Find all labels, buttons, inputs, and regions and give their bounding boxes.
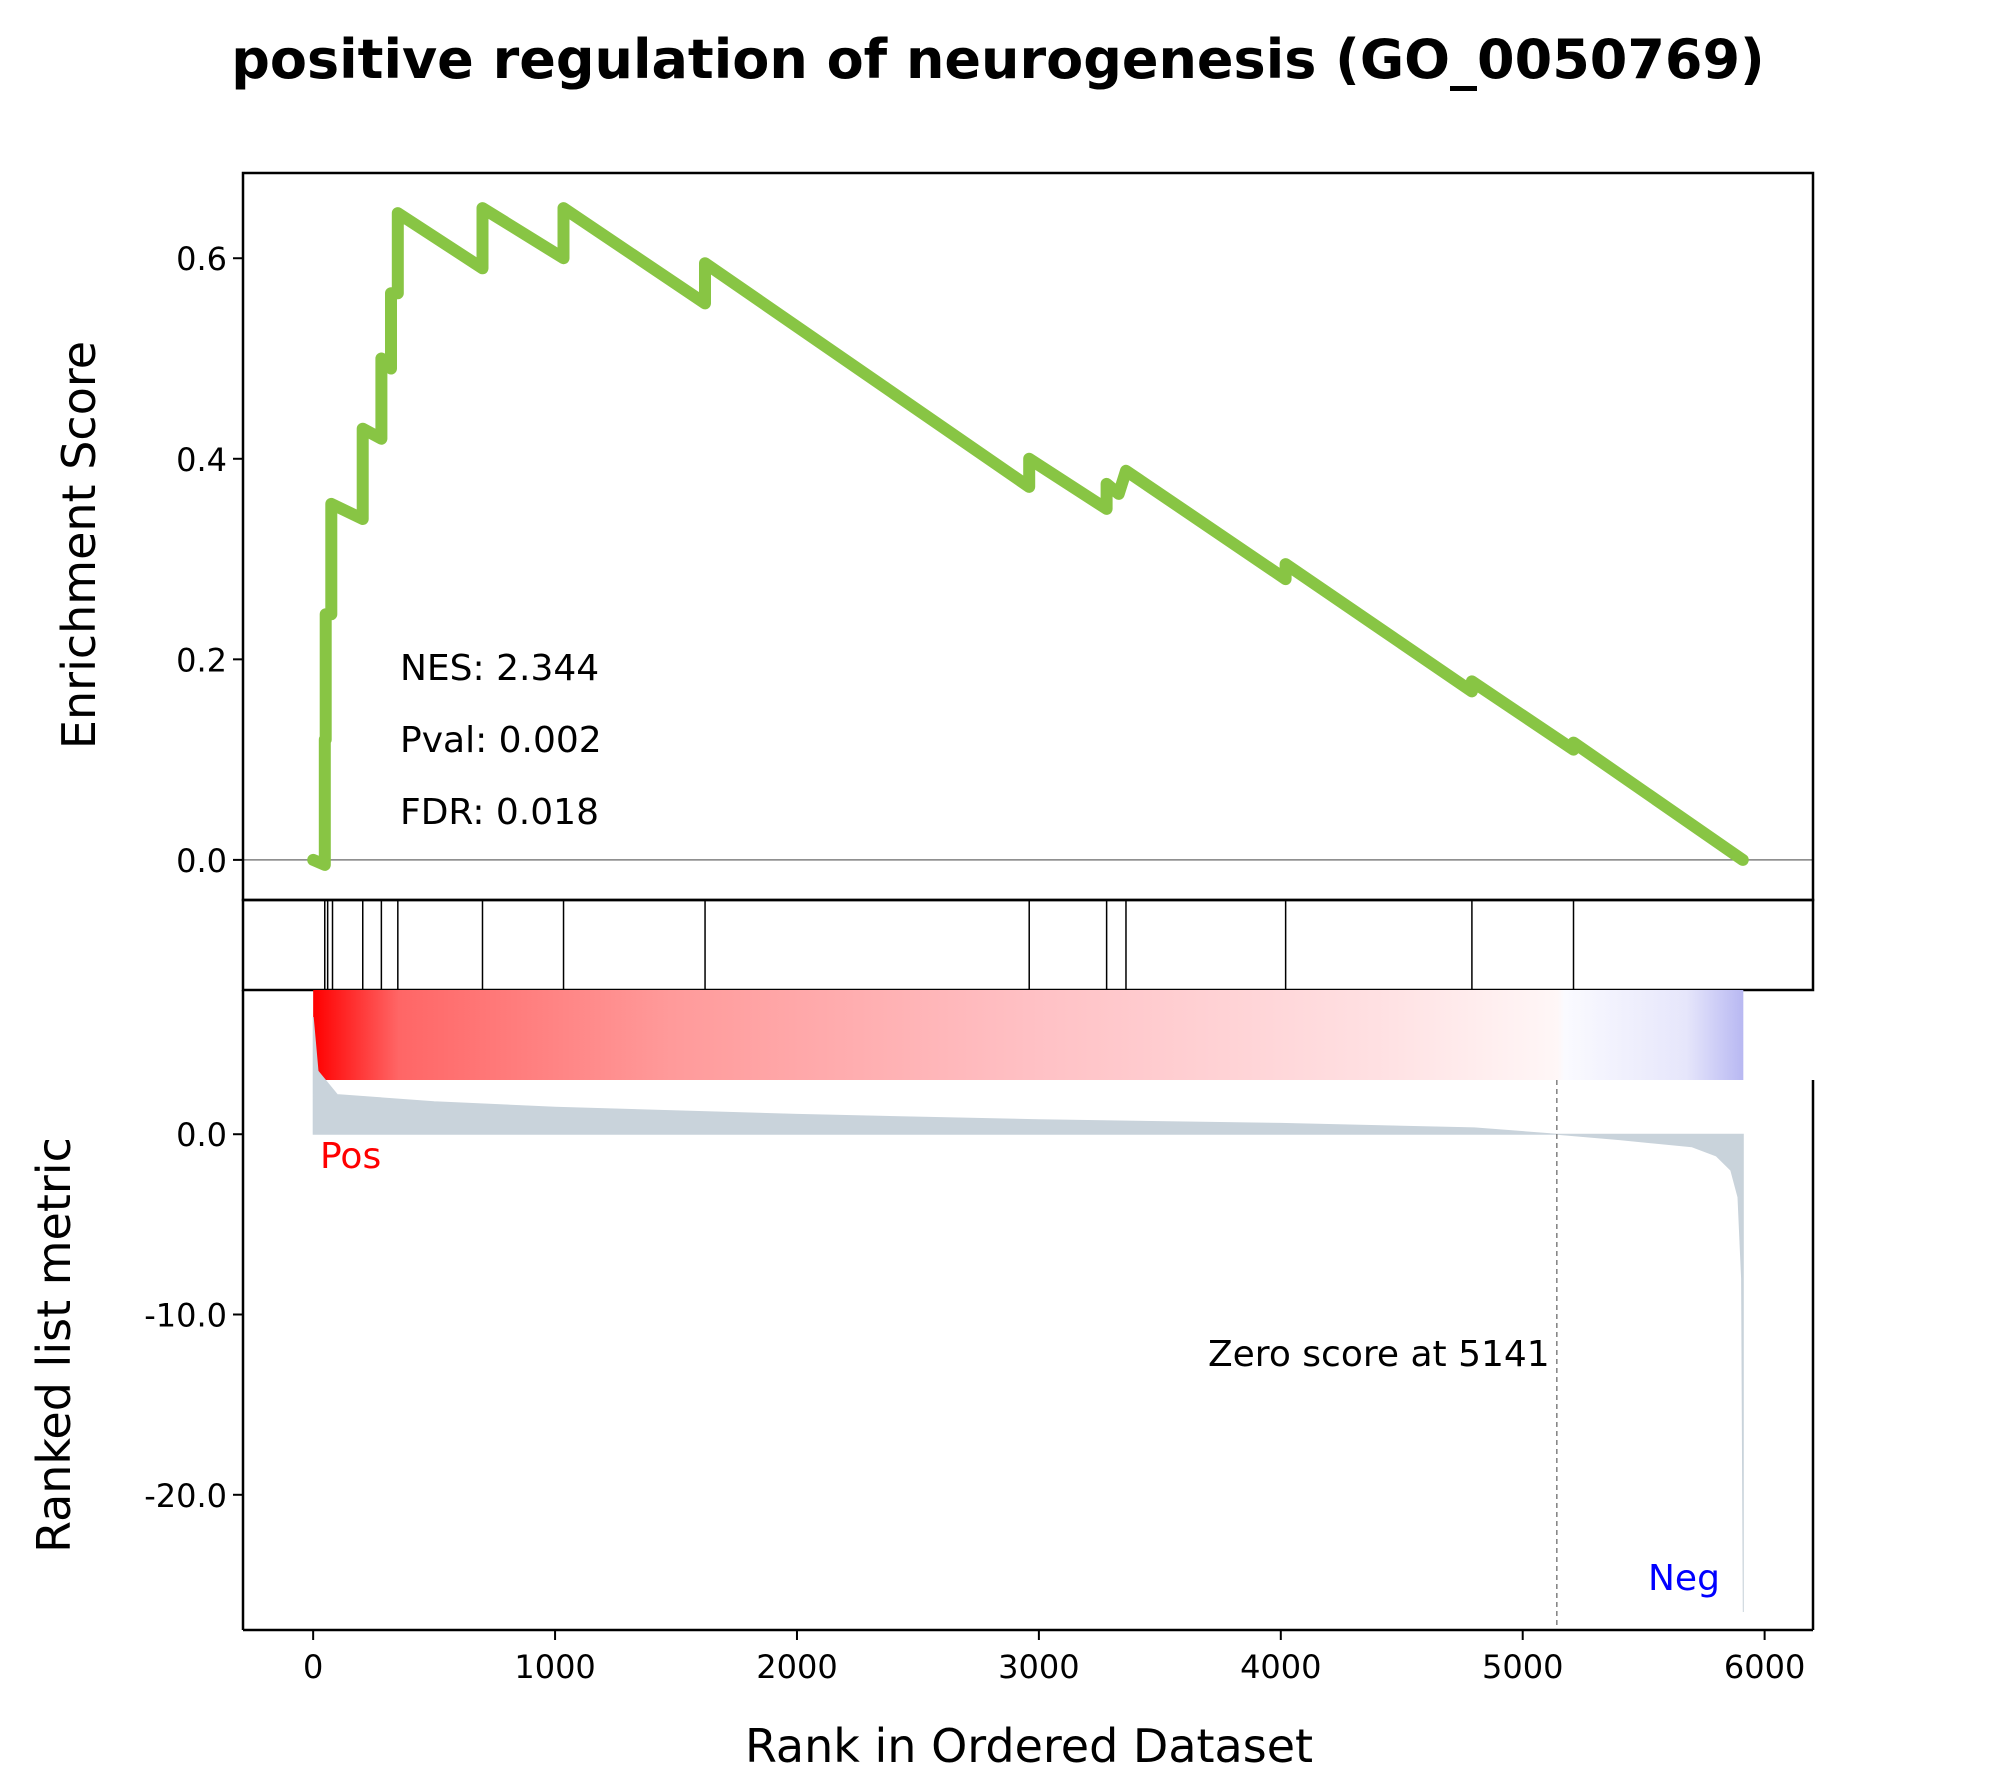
hits-frame	[241, 898, 1815, 992]
x-axis-label: Rank in Ordered Dataset	[745, 1719, 1313, 1773]
x-tick-label: 4000	[1240, 1648, 1321, 1686]
x-tick-label: 5000	[1482, 1648, 1563, 1686]
x-tick-label: 6000	[1724, 1648, 1805, 1686]
es-ytick-label: 0.4	[176, 441, 227, 479]
ranked-metric-panel: 0.0 -10.0 -20.0	[144, 990, 1815, 1632]
es-line	[307, 202, 1749, 871]
es-ytick-label: 0.2	[176, 641, 227, 679]
ranked-metric-area	[312, 1016, 1744, 1613]
enrichment-score-panel: 0.0 0.2 0.4 0.6	[176, 171, 1815, 902]
pos-label: Pos	[320, 1136, 381, 1177]
chart-title: positive regulation of neurogenesis (GO_…	[231, 28, 1765, 91]
metric-ytick-label: -20.0	[144, 1477, 227, 1515]
zero-score-annotation: Zero score at 5141	[1208, 1334, 1550, 1375]
metric-axis-label: Ranked list metric	[27, 1137, 81, 1553]
rank-color-bar	[313, 990, 1744, 1080]
es-frame	[241, 171, 1815, 902]
x-tick-label: 2000	[756, 1648, 837, 1686]
pval-annotation: Pval: 0.002	[400, 720, 602, 761]
x-tick-label: 0	[303, 1648, 323, 1686]
neg-label: Neg	[1648, 1558, 1720, 1599]
fdr-annotation: FDR: 0.018	[400, 792, 599, 833]
es-ytick-label: 0.0	[176, 842, 227, 880]
metric-ytick-label: -10.0	[144, 1297, 227, 1335]
hit-markers-panel	[241, 898, 1815, 992]
x-tick-label: 3000	[998, 1648, 1079, 1686]
metric-ytick-label: 0.0	[176, 1116, 227, 1154]
es-axis-label: Enrichment Score	[52, 341, 106, 749]
x-axis: 0 1000 2000 3000 4000 5000 6000	[303, 1630, 1805, 1686]
x-tick-label: 1000	[514, 1648, 595, 1686]
nes-annotation: NES: 2.344	[400, 648, 599, 689]
es-ytick-label: 0.6	[176, 240, 227, 278]
